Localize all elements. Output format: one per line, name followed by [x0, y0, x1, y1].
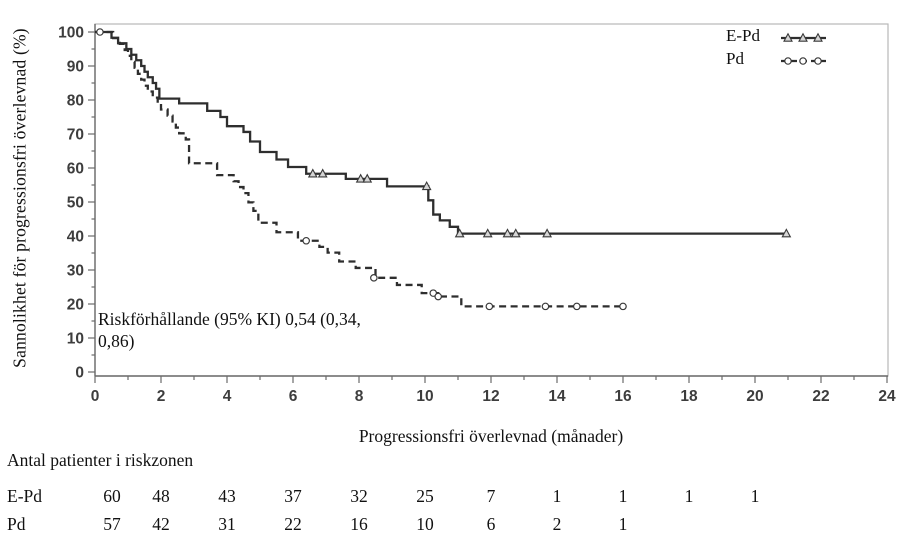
y-tick-label: 40	[67, 229, 84, 246]
censor-triangle	[362, 173, 373, 183]
legend-label-epd: E-Pd	[726, 26, 760, 45]
y-tick-label: 70	[67, 127, 84, 144]
x-tick-label: 16	[614, 388, 632, 405]
legend-sample-marker	[798, 32, 808, 42]
x-tick-label: 10	[416, 388, 433, 405]
censor-circle	[541, 302, 550, 311]
risk-count-epd-m16: 1	[618, 486, 628, 506]
y-tick-label: 100	[58, 25, 84, 42]
risk-count-pd-m10: 10	[416, 514, 434, 534]
y-tick-label: 30	[67, 263, 84, 280]
risk-count-epd-m0: 60	[103, 486, 121, 506]
y-tick-label: 0	[75, 365, 84, 382]
y-tick-label: 80	[67, 93, 84, 110]
legend-sample-marker	[814, 57, 822, 65]
censor-triangle	[317, 168, 328, 178]
km-curve-epd	[95, 30, 788, 235]
censor-triangle	[542, 228, 553, 238]
x-tick-label: 18	[680, 388, 698, 405]
risk-count-epd-m4: 43	[218, 486, 236, 506]
y-tick-label: 50	[67, 195, 84, 212]
x-tick-label: 24	[878, 388, 896, 405]
risk-count-pd-m4: 31	[218, 514, 236, 534]
x-tick-label: 14	[548, 388, 566, 405]
censor-triangle	[421, 181, 432, 191]
risk-count-pd-m6: 22	[284, 514, 302, 534]
x-tick-label: 4	[223, 388, 232, 405]
censor-triangle	[355, 173, 366, 183]
risk-count-pd-m0: 57	[103, 514, 121, 534]
x-tick-label: 8	[355, 388, 364, 405]
x-tick-label: 12	[482, 388, 499, 405]
risk-count-pd-m8: 16	[350, 514, 368, 534]
risk-count-pd-m12: 6	[486, 514, 496, 534]
risk-count-pd-m16: 1	[618, 514, 628, 534]
risk-count-epd-m20: 1	[750, 486, 760, 506]
risk-count-epd-m14: 1	[552, 486, 562, 506]
risk-count-epd-m2: 48	[152, 486, 170, 506]
risk-count-epd-m18: 1	[684, 486, 694, 506]
legend-sample-marker	[783, 32, 793, 42]
x-tick-label: 6	[289, 388, 298, 405]
censor-triangle	[510, 228, 521, 238]
y-tick-label: 10	[67, 331, 84, 348]
censor-triangle	[781, 228, 792, 238]
risk-count-pd-m2: 42	[152, 514, 170, 534]
risk-table-title: Antal patienter i riskzonen	[7, 450, 194, 470]
risk-count-epd-m10: 25	[416, 486, 434, 506]
x-tick-label: 0	[91, 388, 100, 405]
hazard-ratio-annotation: Riskförhållande (95% KI) 0,54 (0,34, 0,86…	[98, 308, 361, 352]
censor-triangle	[307, 168, 318, 178]
y-tick-label: 20	[67, 297, 84, 314]
x-tick-label: 22	[812, 388, 829, 405]
risk-row-label-epd: E-Pd	[7, 486, 42, 506]
risk-row-label-pd: Pd	[7, 514, 26, 534]
legend-label-pd: Pd	[726, 49, 744, 68]
hazard-ratio-line1: Riskförhållande (95% KI) 0,54 (0,34,	[98, 309, 361, 329]
x-axis-label: Progressionsfri överlevnad (månader)	[358, 426, 624, 446]
censor-circle	[485, 302, 494, 311]
censor-circle	[572, 302, 581, 311]
km-curve-pd	[95, 30, 623, 308]
censor-circle	[96, 28, 104, 36]
legend-sample-marker	[813, 32, 823, 42]
legend-sample-marker	[784, 57, 792, 65]
y-tick-label: 60	[67, 161, 84, 178]
y-tick-label: 90	[67, 59, 84, 76]
risk-count-epd-m8: 32	[350, 486, 368, 506]
censor-circle	[434, 292, 443, 301]
censor-circle	[619, 302, 627, 311]
risk-count-epd-m6: 37	[284, 486, 302, 506]
hazard-ratio-line2: 0,86)	[98, 331, 135, 351]
censor-triangle	[454, 228, 465, 238]
censor-triangle	[502, 228, 513, 238]
risk-count-pd-m14: 2	[552, 514, 562, 534]
censor-circle	[370, 274, 378, 282]
censor-circle	[302, 236, 311, 245]
x-tick-label: 20	[746, 388, 763, 405]
censor-circle	[429, 289, 438, 297]
legend-sample-marker	[799, 57, 807, 65]
risk-count-epd-m12: 7	[486, 486, 496, 506]
y-axis-label: Sannolikhet för progressionsfri överlevn…	[9, 28, 30, 368]
x-tick-label: 2	[157, 388, 166, 405]
censor-triangle	[482, 228, 493, 238]
